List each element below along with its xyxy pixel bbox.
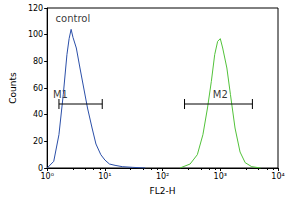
- svg-text:60: 60: [33, 84, 43, 93]
- svg-text:M2: M2: [213, 89, 228, 100]
- svg-text:control: control: [56, 13, 91, 24]
- svg-text:100: 100: [28, 30, 43, 39]
- svg-text:FL2-H: FL2-H: [150, 186, 176, 196]
- svg-text:M1: M1: [53, 89, 68, 100]
- svg-text:10³: 10³: [214, 172, 227, 181]
- svg-text:40: 40: [33, 110, 43, 119]
- svg-text:10²: 10²: [156, 172, 169, 181]
- svg-text:10⁴: 10⁴: [271, 172, 284, 181]
- svg-text:Counts: Counts: [8, 72, 18, 104]
- svg-text:10¹: 10¹: [98, 172, 111, 181]
- svg-text:10⁰: 10⁰: [40, 172, 53, 181]
- svg-text:120: 120: [28, 4, 43, 13]
- svg-text:20: 20: [33, 137, 43, 146]
- svg-text:80: 80: [33, 57, 43, 66]
- svg-text:0: 0: [38, 163, 44, 173]
